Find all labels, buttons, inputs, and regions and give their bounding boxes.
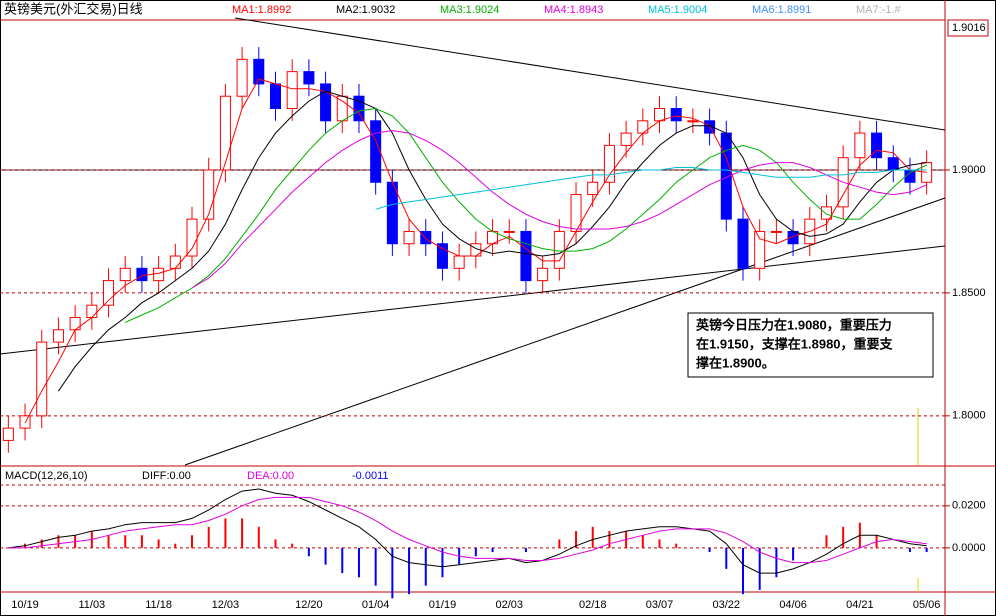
candle-body bbox=[687, 120, 699, 123]
candle-body bbox=[69, 316, 81, 331]
x-tick-label: 04/06 bbox=[779, 599, 807, 611]
candle-body bbox=[654, 108, 666, 122]
ma-line bbox=[8, 496, 927, 564]
candle-body bbox=[236, 58, 248, 97]
candle-body bbox=[203, 169, 215, 220]
candle-body bbox=[770, 230, 782, 233]
trend-line bbox=[234, 17, 946, 131]
x-tick-label: 05/06 bbox=[913, 599, 941, 611]
x-tick-label: 01/04 bbox=[362, 599, 390, 611]
candle-body bbox=[86, 304, 98, 318]
y-tick-label: 1.9000 bbox=[952, 164, 986, 176]
ma-line bbox=[191, 130, 927, 289]
candle-body bbox=[503, 230, 515, 233]
annotation: 在1.9150，支撑在1.8980，重要支 bbox=[696, 336, 894, 351]
legend-entry: MA4:1.8943 bbox=[544, 4, 603, 16]
candle-body bbox=[386, 181, 398, 245]
x-tick-label: 10/19 bbox=[11, 599, 39, 611]
ma-line bbox=[375, 167, 927, 210]
x-tick-label: 12/20 bbox=[295, 599, 323, 611]
x-tick-label: 02/03 bbox=[495, 599, 523, 611]
x-tick-label: 03/22 bbox=[713, 599, 741, 611]
legend-entry: MA5:1.9004 bbox=[648, 4, 707, 16]
candle-body bbox=[854, 132, 866, 159]
candle-body bbox=[737, 218, 749, 269]
candle-body bbox=[186, 218, 198, 257]
ma-line bbox=[24, 78, 927, 424]
x-tick-label: 12/03 bbox=[212, 599, 240, 611]
y-tick-label: 1.8500 bbox=[952, 287, 986, 299]
candle-body bbox=[453, 255, 465, 269]
candle-body bbox=[303, 71, 315, 85]
candle-body bbox=[553, 230, 565, 269]
candle-body bbox=[420, 230, 432, 245]
candle-body bbox=[587, 181, 599, 196]
annotation: 撑在1.8900。 bbox=[696, 355, 775, 370]
candle-body bbox=[520, 230, 532, 282]
candle-body bbox=[320, 83, 332, 122]
candle-body bbox=[820, 206, 832, 220]
legend-entry: MA2:1.9032 bbox=[336, 4, 395, 16]
ma-line bbox=[57, 90, 927, 392]
candle-body bbox=[704, 120, 716, 134]
trend-line bbox=[184, 197, 946, 466]
y-tick-label: 0.0200 bbox=[952, 500, 986, 512]
candle-body bbox=[36, 341, 48, 417]
y-tick-label: 0.0000 bbox=[952, 542, 986, 554]
ma-line bbox=[124, 107, 927, 323]
candle-body bbox=[336, 95, 348, 122]
y-tick-label: 1.8000 bbox=[952, 410, 986, 422]
chart-title: 英镑美元(外汇交易)日线 bbox=[4, 1, 143, 16]
x-tick-label: 01/19 bbox=[429, 599, 457, 611]
candle-body bbox=[353, 95, 365, 122]
corner-label: 1.9016 bbox=[952, 22, 986, 34]
x-tick-label: 04/21 bbox=[846, 599, 874, 611]
candle-body bbox=[887, 157, 899, 171]
legend-entry: DIFF:0.00 bbox=[142, 470, 191, 482]
annotation: 英镑今日压力在1.9080，重要压力 bbox=[695, 317, 892, 332]
candle-body bbox=[403, 230, 415, 245]
candle-body bbox=[637, 120, 649, 134]
candle-body bbox=[603, 144, 615, 183]
ma-line bbox=[8, 488, 927, 574]
candle-body bbox=[19, 415, 31, 429]
candle-body bbox=[537, 267, 549, 282]
candle-body bbox=[286, 71, 298, 110]
legend-entry: MA6:1.8991 bbox=[752, 4, 811, 16]
trend-lines bbox=[0, 17, 946, 466]
candle-body bbox=[436, 243, 448, 269]
candle-body bbox=[370, 120, 382, 183]
candle-body bbox=[219, 95, 231, 171]
corner-box bbox=[947, 19, 989, 37]
candle-body bbox=[136, 267, 148, 282]
candle-body bbox=[119, 267, 131, 282]
candle-body bbox=[153, 267, 165, 282]
candle-body bbox=[169, 255, 181, 269]
candle-body bbox=[2, 427, 14, 441]
candle-body bbox=[754, 230, 766, 269]
legend-entry: MA1:1.8992 bbox=[232, 4, 291, 16]
candle-body bbox=[253, 58, 265, 85]
candle-body bbox=[871, 132, 883, 159]
x-tick-label: 03/07 bbox=[646, 599, 674, 611]
macd-readout: -0.0011 bbox=[352, 470, 389, 482]
x-tick-label: 11/18 bbox=[145, 599, 172, 611]
legend-entry: MA7:-1.# bbox=[856, 4, 902, 16]
x-tick-label: 02/18 bbox=[579, 599, 607, 611]
macd-title: MACD(12,26,10) bbox=[5, 470, 88, 482]
annotation-box bbox=[687, 312, 934, 378]
legend-entry: DEA:0.00 bbox=[247, 470, 294, 482]
candle-body bbox=[670, 108, 682, 122]
x-tick-label: 11/03 bbox=[78, 599, 105, 611]
trend-line bbox=[0, 245, 946, 355]
candle-body bbox=[269, 83, 282, 110]
candle-body bbox=[103, 280, 115, 306]
legend-entry: MA3:1.9024 bbox=[440, 4, 499, 16]
candle-body bbox=[620, 132, 632, 146]
candle-body bbox=[52, 329, 64, 343]
